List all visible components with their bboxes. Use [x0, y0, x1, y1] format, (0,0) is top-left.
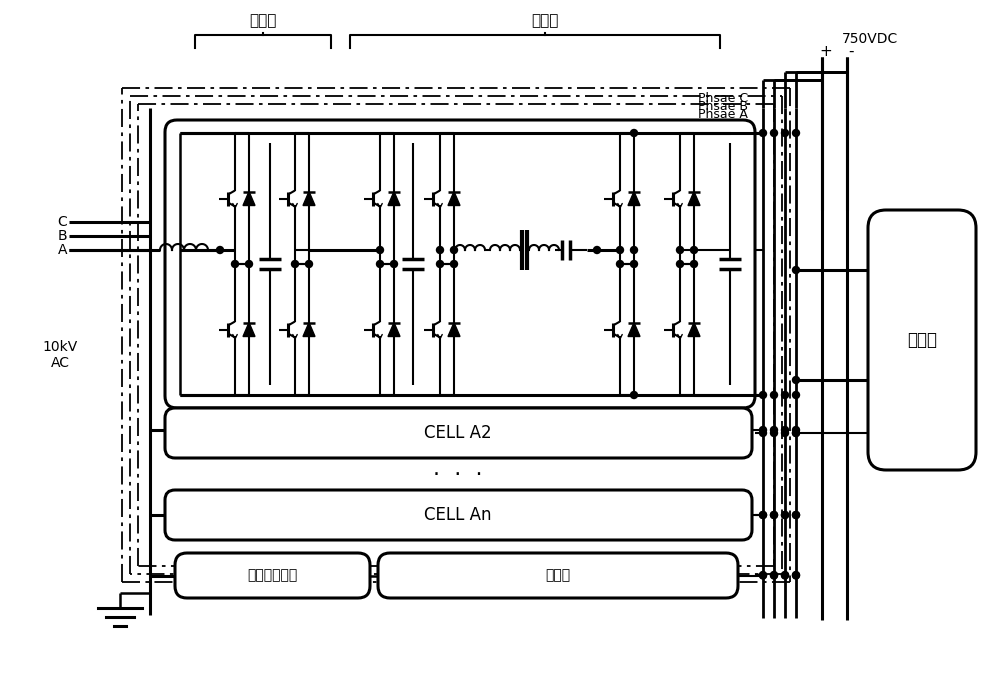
Circle shape [760, 511, 767, 519]
Circle shape [631, 246, 638, 253]
Circle shape [792, 130, 800, 136]
Circle shape [770, 511, 778, 519]
Text: CELL A2: CELL A2 [424, 424, 492, 442]
Circle shape [631, 261, 638, 268]
Circle shape [770, 426, 778, 433]
Circle shape [770, 130, 778, 136]
Circle shape [246, 261, 252, 268]
Polygon shape [448, 191, 460, 206]
Circle shape [792, 392, 800, 399]
Polygon shape [388, 323, 400, 337]
FancyBboxPatch shape [165, 408, 752, 458]
Circle shape [306, 261, 312, 268]
Circle shape [792, 426, 800, 433]
Circle shape [690, 261, 698, 268]
Text: 隔离级: 隔离级 [531, 13, 559, 28]
Text: +: + [820, 43, 832, 58]
Circle shape [760, 572, 767, 579]
Circle shape [760, 392, 767, 399]
Text: 充电桩: 充电桩 [907, 331, 937, 349]
Circle shape [436, 261, 444, 268]
FancyBboxPatch shape [165, 120, 755, 408]
Circle shape [292, 261, 298, 268]
Text: 隔离级: 隔离级 [545, 568, 571, 583]
Circle shape [770, 392, 778, 399]
Circle shape [232, 261, 239, 268]
Circle shape [782, 572, 788, 579]
Polygon shape [303, 323, 315, 337]
Text: A: A [58, 243, 67, 257]
Circle shape [760, 430, 767, 437]
Circle shape [676, 246, 684, 253]
Text: 10kV
AC: 10kV AC [42, 340, 78, 370]
Text: Phsae C: Phsae C [698, 92, 748, 105]
Text: 输入级: 输入级 [249, 13, 277, 28]
Circle shape [760, 130, 767, 136]
Circle shape [782, 511, 788, 519]
Circle shape [770, 572, 778, 579]
Circle shape [436, 246, 444, 253]
Polygon shape [243, 323, 255, 337]
Polygon shape [688, 191, 700, 206]
Circle shape [616, 261, 624, 268]
Circle shape [760, 572, 767, 579]
Circle shape [782, 572, 788, 579]
Circle shape [390, 261, 398, 268]
Circle shape [216, 246, 224, 253]
Circle shape [450, 246, 458, 253]
Polygon shape [388, 191, 400, 206]
Polygon shape [243, 191, 255, 206]
Text: C: C [57, 215, 67, 229]
Text: CELL An: CELL An [424, 506, 492, 524]
Circle shape [782, 392, 788, 399]
Circle shape [594, 246, 600, 253]
FancyBboxPatch shape [378, 553, 738, 598]
FancyBboxPatch shape [165, 490, 752, 540]
FancyBboxPatch shape [175, 553, 370, 598]
Circle shape [792, 430, 800, 437]
Circle shape [676, 261, 684, 268]
Circle shape [760, 426, 767, 433]
Polygon shape [628, 323, 640, 337]
Circle shape [616, 246, 624, 253]
FancyBboxPatch shape [868, 210, 976, 470]
Text: Phsae B: Phsae B [698, 100, 748, 113]
Circle shape [376, 246, 384, 253]
Circle shape [792, 572, 800, 579]
Circle shape [782, 426, 788, 433]
Text: 数字化稳压器: 数字化稳压器 [247, 568, 298, 583]
Text: Phsae A: Phsae A [698, 108, 748, 121]
Text: ·  ·  ·: · · · [433, 465, 483, 485]
Circle shape [770, 430, 778, 437]
Polygon shape [303, 191, 315, 206]
Text: -: - [848, 43, 854, 58]
Circle shape [770, 572, 778, 579]
Circle shape [690, 246, 698, 253]
Circle shape [376, 261, 384, 268]
Circle shape [792, 430, 800, 437]
Text: B: B [57, 229, 67, 243]
Circle shape [782, 511, 788, 519]
Circle shape [782, 430, 788, 437]
Circle shape [792, 511, 800, 519]
Circle shape [792, 572, 800, 579]
Circle shape [760, 511, 767, 519]
Circle shape [792, 511, 800, 519]
Text: 750VDC: 750VDC [842, 32, 898, 46]
Circle shape [792, 266, 800, 274]
Circle shape [782, 130, 788, 136]
Circle shape [631, 392, 638, 399]
Polygon shape [688, 323, 700, 337]
Circle shape [770, 511, 778, 519]
Polygon shape [448, 323, 460, 337]
Polygon shape [628, 191, 640, 206]
Circle shape [792, 376, 800, 384]
Circle shape [450, 261, 458, 268]
Circle shape [631, 130, 638, 136]
